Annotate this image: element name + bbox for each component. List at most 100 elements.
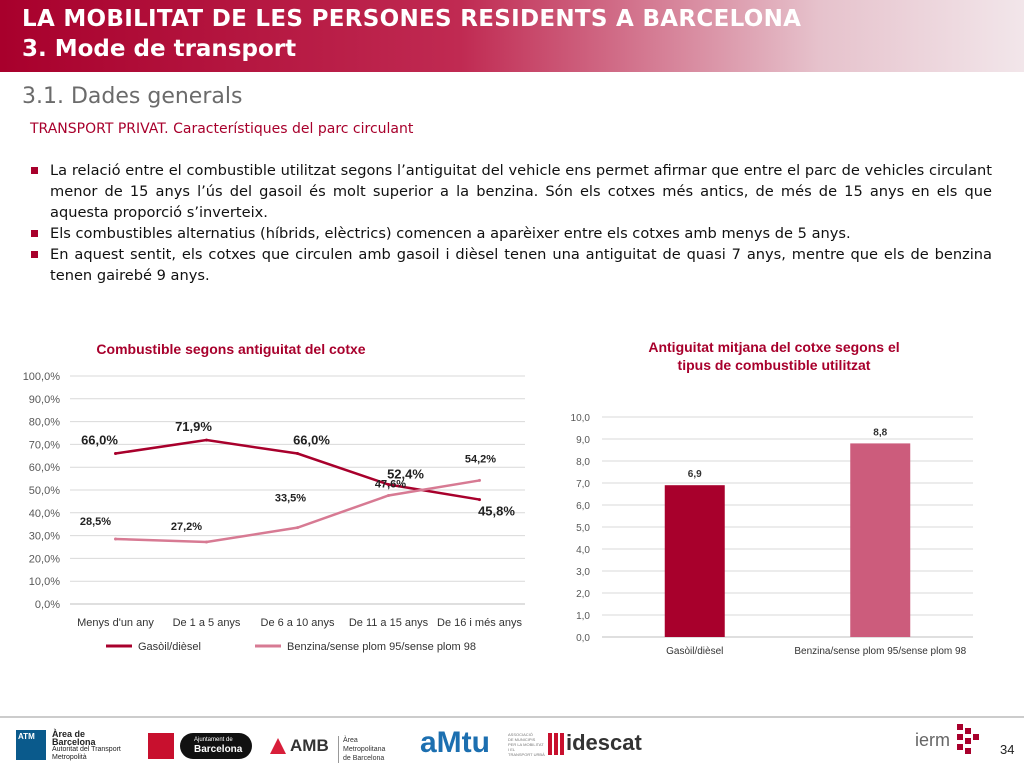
amtu-line: TRANSPORT URBÀ: [508, 752, 545, 757]
y-tick-label: 60,0%: [29, 462, 60, 474]
y-tick-label: 1,0: [576, 611, 590, 622]
data-point: [296, 452, 299, 456]
page-title: LA MOBILITAT DE LES PERSONES RESIDENTS A…: [22, 6, 802, 32]
data-label: 52,4%: [387, 467, 424, 482]
section-title: 3.1. Dades generals: [22, 84, 243, 109]
data-point: [205, 540, 208, 544]
amb-logo: AMB Àrea Metropolitana de Barcelona: [270, 734, 400, 763]
iermb-grid-icon: [957, 724, 979, 754]
y-tick-label: 20,0%: [29, 553, 60, 565]
y-tick-label: 7,0: [576, 479, 590, 490]
bullet-text: Els combustibles alternatius (híbrids, e…: [50, 225, 851, 242]
atm-line: Àrea de Barcelona: [52, 729, 96, 747]
page-number: 34: [1000, 742, 1015, 757]
line-chart: Combustible segons antiguitat del cotxe 0…: [23, 341, 525, 653]
data-point: [387, 493, 390, 497]
y-tick-label: 90,0%: [29, 394, 60, 406]
data-label: 28,5%: [80, 516, 111, 528]
idescat-stripes-icon: [548, 733, 564, 755]
y-tick-label: 10,0: [571, 413, 591, 424]
bar-value-label: 8,8: [873, 427, 887, 438]
ajuntament-shield-icon: [148, 733, 174, 759]
data-point: [114, 452, 117, 456]
ajuntament-line: Barcelona: [194, 744, 243, 755]
chart-title-line: Antiguitat mitjana del cotxe segons el: [648, 339, 899, 355]
amb-arrow-icon: [270, 738, 286, 754]
data-label: 71,9%: [175, 419, 212, 434]
y-tick-label: 6,0: [576, 501, 590, 512]
data-point: [205, 438, 208, 442]
bullet-square-icon: [31, 230, 38, 237]
amtu-logo-text: aMtu: [420, 726, 490, 759]
chart-title: Combustible segons antiguitat del cotxe: [96, 341, 365, 357]
atm-logo: ATM Àrea de Barcelona Autoritat del Tran…: [16, 730, 128, 762]
bar-gasoil: [664, 485, 725, 637]
x-tick-label: De 6 a 10 anys: [261, 617, 335, 629]
y-tick-label: 70,0%: [29, 439, 60, 451]
legend-label: Benzina/sense plom 95/sense plom 98: [287, 641, 476, 653]
data-point: [114, 537, 117, 541]
data-point: [478, 498, 481, 502]
atm-line: Autoritat del Transport: [52, 746, 121, 753]
data-point: [387, 483, 390, 487]
page-subtitle: 3. Mode de transport: [22, 36, 297, 62]
data-label: 54,2%: [465, 453, 496, 465]
bullet-item: En aquest sentit, els cotxes que circule…: [30, 244, 992, 286]
amtu-logo-caption: ASSOCIACIÓ DE MUNICIPIS PER LA MOBILITAT…: [508, 732, 545, 757]
bullet-text: La relació entre el combustible utilitza…: [50, 162, 992, 221]
y-tick-label: 9,0: [576, 435, 590, 446]
ajuntament-logo: Ajuntament de Barcelona: [148, 731, 253, 761]
iermb-logo-text: ierm: [915, 730, 950, 750]
atm-logo-text: ATM: [18, 732, 35, 741]
footer-divider: [0, 716, 1024, 718]
x-tick-label: De 16 i més anys: [437, 617, 522, 629]
amtu-line: PER LA MOBILITAT I EL: [508, 742, 544, 752]
amb-logo-caption: Àrea Metropolitana de Barcelona: [338, 736, 400, 763]
ajuntament-line: Ajuntament de: [194, 737, 233, 743]
data-label: 66,0%: [293, 433, 330, 448]
legend-label: Gasòil/dièsel: [138, 641, 201, 653]
y-tick-label: 3,0: [576, 567, 590, 578]
atm-logo-caption: Àrea de Barcelona Autoritat del Transpor…: [52, 730, 128, 762]
idescat-logo: idescat: [548, 730, 648, 758]
amb-logo-text: AMB: [290, 736, 329, 755]
bar-chart: Antiguitat mitjana del cotxe segons el ti…: [571, 339, 973, 657]
bullet-square-icon: [31, 251, 38, 258]
bullet-item: Els combustibles alternatius (híbrids, e…: [30, 223, 992, 244]
bar-benzina: [850, 443, 911, 637]
atm-line: Metropolità: [52, 754, 87, 761]
data-point: [296, 526, 299, 530]
data-label: 66,0%: [81, 433, 118, 448]
y-tick-label: 0,0: [576, 633, 590, 644]
x-tick-label: Gasòil/dièsel: [666, 646, 723, 657]
ajuntament-logo-pill: Ajuntament de Barcelona: [180, 733, 252, 759]
x-tick-label: De 1 a 5 anys: [173, 617, 241, 629]
idescat-logo-text: idescat: [566, 730, 642, 755]
subheading: TRANSPORT PRIVAT. Característiques del p…: [30, 121, 414, 137]
bullet-list: La relació entre el combustible utilitza…: [30, 160, 992, 286]
y-tick-label: 10,0%: [29, 576, 60, 588]
amtu-line: ASSOCIACIÓ: [508, 732, 533, 737]
y-tick-label: 5,0: [576, 523, 590, 534]
y-tick-label: 40,0%: [29, 508, 60, 520]
x-tick-label: Benzina/sense plom 95/sense plom 98: [794, 646, 966, 657]
data-label: 47,6%: [375, 478, 406, 490]
data-label: 45,8%: [478, 504, 515, 519]
bar-value-label: 6,9: [688, 469, 702, 480]
y-tick-label: 100,0%: [23, 371, 61, 383]
y-tick-label: 8,0: [576, 457, 590, 468]
bullet-item: La relació entre el combustible utilitza…: [30, 160, 992, 223]
atm-logo-mark: ATM: [16, 730, 46, 760]
data-label: 33,5%: [275, 493, 306, 505]
data-label: 27,2%: [171, 521, 202, 533]
amtu-logo: aMtu ASSOCIACIÓ DE MUNICIPIS PER LA MOBI…: [420, 724, 545, 764]
x-tick-label: De 11 a 15 anys: [349, 617, 429, 629]
chart-title-line: tipus de combustible utilitzat: [678, 357, 871, 373]
y-tick-label: 30,0%: [29, 531, 60, 543]
bullet-square-icon: [31, 167, 38, 174]
y-tick-label: 80,0%: [29, 417, 60, 429]
amb-line: de Barcelona: [343, 755, 385, 762]
x-tick-label: Menys d'un any: [77, 617, 154, 629]
y-tick-label: 50,0%: [29, 485, 60, 497]
y-tick-label: 4,0: [576, 545, 590, 556]
